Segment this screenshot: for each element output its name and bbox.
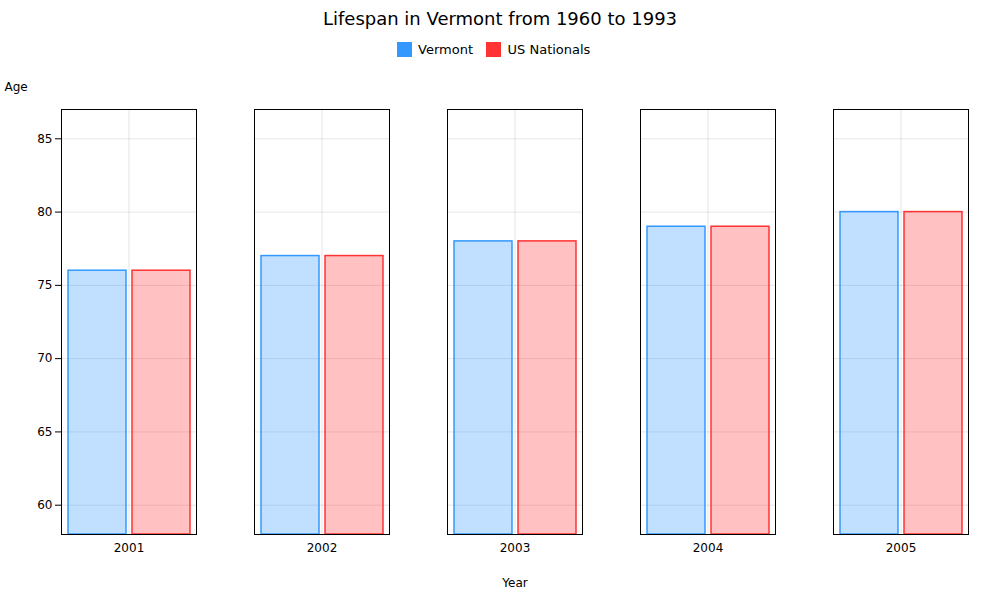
svg-text:2004: 2004 (693, 541, 724, 555)
svg-text:85: 85 (37, 131, 52, 145)
html-text:Vermont: Vermont (418, 42, 473, 57)
svg-text:2002: 2002 (307, 541, 338, 555)
svg-text:2003: 2003 (500, 541, 531, 555)
svg-text:Age: Age (5, 80, 28, 94)
svg-text:60: 60 (37, 498, 52, 512)
svg-text:Year: Year (501, 575, 527, 589)
html-text:Lifespan in Vermont from 1960: Lifespan in Vermont from 1960 to 1993 (323, 8, 677, 29)
svg-text:70: 70 (37, 351, 52, 365)
svg-text:2005: 2005 (886, 541, 917, 555)
svg-text:75: 75 (37, 278, 52, 292)
html-text:US Nationals: US Nationals (507, 42, 591, 57)
svg-text:80: 80 (37, 204, 52, 218)
svg-text:2001: 2001 (114, 541, 145, 555)
svg-text:65: 65 (37, 424, 52, 438)
